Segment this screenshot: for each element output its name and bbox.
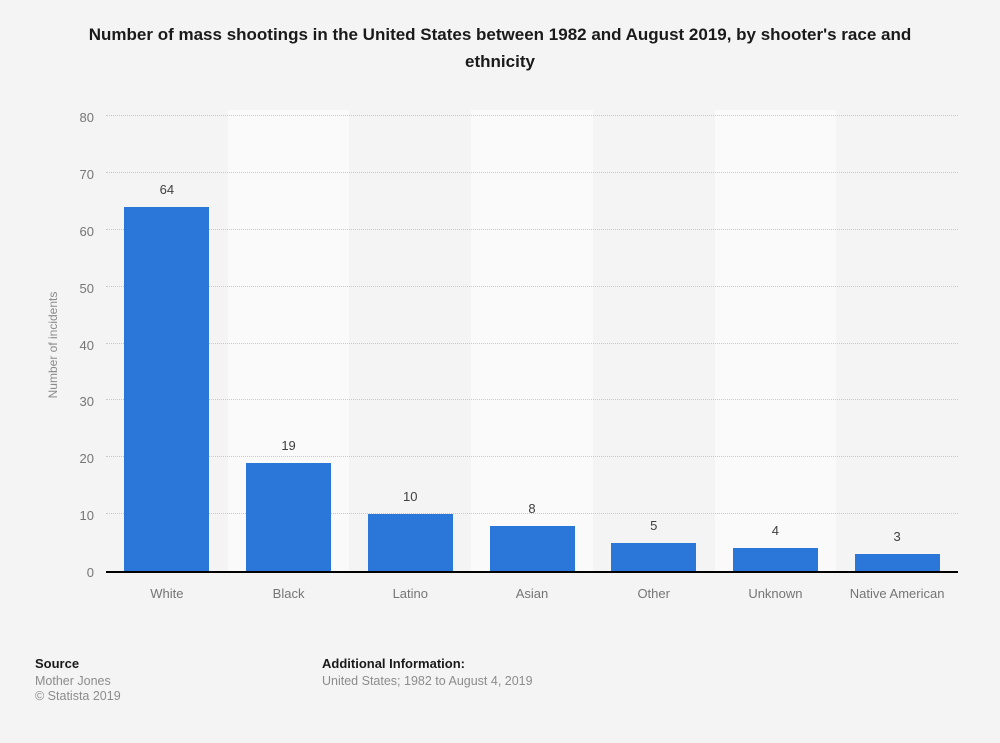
additional-information-label: Additional Information: [322, 656, 465, 671]
gridline [106, 513, 958, 515]
x-category-label: Unknown [748, 586, 803, 601]
bar [489, 525, 575, 571]
bar [367, 514, 453, 571]
x-category-label: Other [637, 586, 670, 601]
x-category-label: Latino [392, 586, 428, 601]
y-tick-label: 10 [79, 508, 94, 524]
bar-value-label: 8 [528, 500, 536, 516]
gridline [106, 171, 958, 173]
gridline [106, 285, 958, 287]
y-axis-tick-labels: 0 10 20 30 40 50 60 70 80 [30, 110, 94, 580]
y-tick-label: 0 [86, 565, 94, 580]
bar-value-label: 3 [893, 528, 901, 544]
plot-area: 64 19 10 8 5 4 3 [106, 110, 958, 573]
y-tick-label: 40 [79, 337, 94, 353]
y-tick-label: 50 [79, 280, 94, 296]
x-category-label: Native American [849, 586, 945, 601]
copyright-notice: © Statista 2019 [35, 689, 121, 703]
y-tick-label: 80 [79, 110, 94, 125]
x-category-label: White [150, 586, 184, 601]
column-band [714, 110, 837, 571]
column-band [471, 110, 593, 571]
additional-information-text: United States; 1982 to August 4, 2019 [322, 674, 533, 688]
bar [611, 542, 697, 571]
gridline [106, 456, 958, 458]
source-name: Mother Jones [35, 674, 111, 688]
y-tick-label: 30 [79, 394, 94, 410]
bar [246, 462, 332, 571]
bar [732, 548, 818, 571]
bar [124, 207, 210, 571]
bar-value-label: 10 [403, 489, 418, 505]
additional-information-block: Additional Information: United States; 1… [322, 656, 533, 689]
x-axis-category-labels: White Black Latino Asian Other Unknown Native … [106, 586, 958, 606]
source-block: Source Mother Jones © Statista 2019 [35, 656, 121, 704]
bar-value-label: 64 [159, 182, 175, 197]
gridline [106, 115, 958, 116]
y-tick-label: 20 [79, 451, 94, 467]
bar-value-label: 19 [281, 437, 296, 453]
y-tick-label: 70 [79, 166, 94, 182]
bar-value-label: 4 [771, 523, 780, 539]
source-label: Source [35, 656, 80, 671]
gridline [106, 228, 958, 230]
chart-title: Number of mass shootings in the United S… [88, 25, 912, 71]
gridline [106, 342, 958, 344]
y-tick-label: 60 [79, 223, 94, 239]
x-category-label: Asian [515, 586, 549, 601]
gridline [106, 399, 958, 401]
bar [854, 553, 940, 571]
bar-value-label: 5 [650, 517, 658, 533]
x-category-label: Black [272, 586, 305, 601]
